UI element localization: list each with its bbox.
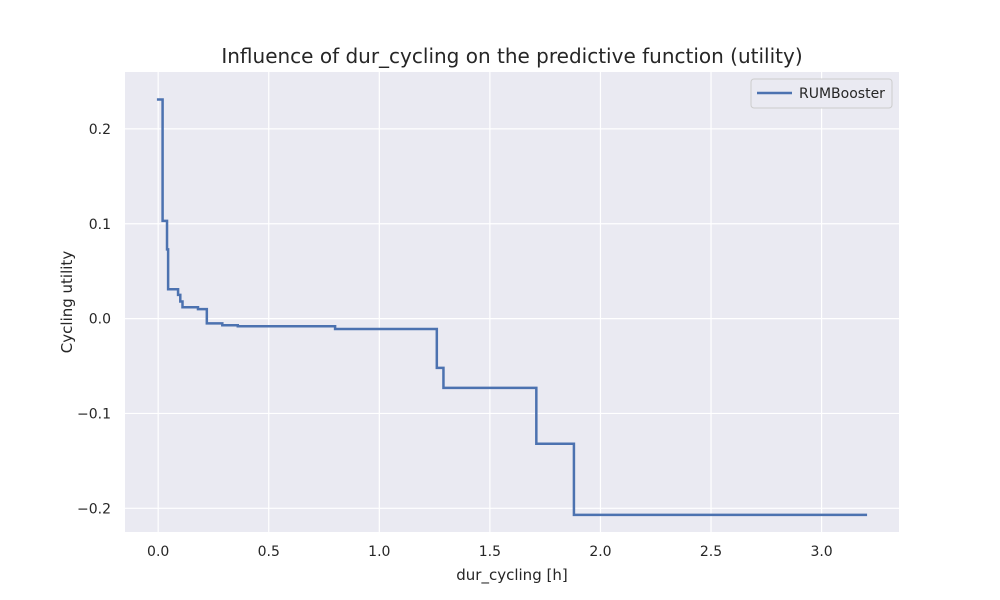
y-tick-label: −0.2 — [77, 501, 111, 517]
x-tick-label: 0.0 — [147, 544, 169, 560]
x-tick-label: 0.5 — [258, 544, 280, 560]
x-tick-label: 1.5 — [479, 544, 501, 560]
series-layer — [156, 98, 868, 517]
legend-label-rumbooster: RUMBooster — [799, 86, 885, 102]
y-tick-label: −0.1 — [77, 406, 111, 422]
y-axis-label: Cycling utility — [58, 251, 76, 354]
y-tick-label: 0.1 — [89, 217, 111, 233]
legend: RUMBooster — [750, 78, 893, 109]
y-tick-label: 0.0 — [89, 312, 111, 328]
x-tick-label: 2.0 — [589, 544, 611, 560]
grid-lines — [125, 72, 899, 532]
y-axis-ticks: 0.2 0.1 0.0 −0.1 −0.2 — [77, 122, 111, 517]
legend-box — [750, 78, 893, 109]
chart-title: Influence of dur_cycling on the predicti… — [221, 44, 802, 68]
plot-area — [125, 72, 899, 532]
x-tick-label: 2.5 — [700, 544, 722, 560]
x-tick-label: 3.0 — [810, 544, 832, 560]
y-tick-label: 0.2 — [89, 122, 111, 138]
x-tick-label: 1.0 — [368, 544, 390, 560]
series-line-rumbooster — [156, 98, 868, 517]
x-axis-ticks: 0.0 0.5 1.0 1.5 2.0 2.5 3.0 — [147, 544, 833, 560]
x-axis-label: dur_cycling [h] — [456, 566, 567, 585]
